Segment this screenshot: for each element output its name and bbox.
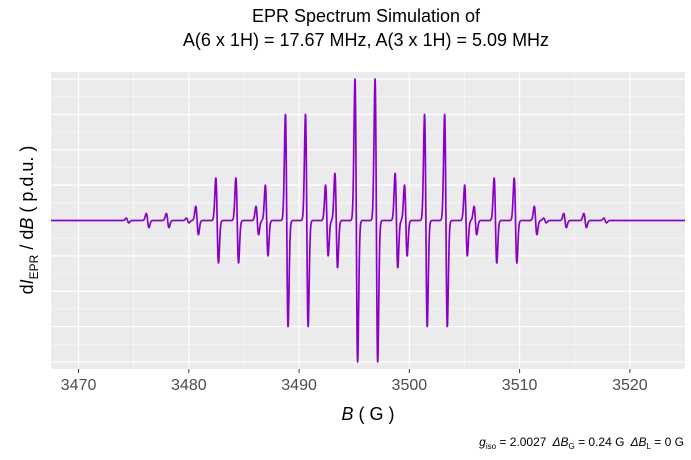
y-axis-title-unit: ( p.d.u. ): [17, 146, 37, 218]
x-tick-label: 3510: [502, 377, 538, 394]
chart-title-line1: EPR Spectrum Simulation of: [252, 6, 481, 26]
chart-title-line2: A(6 x 1H) = 17.67 MHz, A(3 x 1H) = 5.09 …: [183, 30, 549, 50]
x-axis-title-unit: ( G ): [354, 404, 395, 424]
spectrum-series: [50, 78, 686, 363]
x-axis-title-symbol: B: [341, 404, 353, 424]
y-axis-title-d: d: [17, 284, 37, 294]
x-tick-label: 3490: [281, 377, 317, 394]
caption-g-label: g: [479, 435, 486, 449]
x-tick-label: 3500: [392, 377, 428, 394]
y-axis-title-sub: EPR: [27, 254, 41, 279]
x-axis-ticks: 3470 3480 3490 3500 3510 3520: [61, 369, 648, 394]
x-tick-label: 3470: [61, 377, 97, 394]
y-axis-title-mid: / d: [17, 230, 37, 255]
caption-g-value: = 2.0027: [496, 435, 547, 449]
caption-g-sub: iso: [486, 442, 497, 451]
x-tick-label: 3480: [171, 377, 207, 394]
x-axis-title: B ( G ): [341, 404, 394, 424]
caption-dbg-label: ΔB: [551, 435, 568, 449]
y-axis-title-I: I: [17, 279, 37, 284]
caption-dbl-value: = 0 G: [651, 435, 684, 449]
parameter-caption: giso = 2.0027 ΔBG = 0.24 G ΔBL = 0 G: [479, 435, 684, 451]
caption-dbl-sub: L: [647, 442, 652, 451]
caption-dbg-sub: G: [569, 442, 575, 451]
caption-dbl-label: ΔB: [629, 435, 646, 449]
caption-dbg-value: = 0.24 G: [575, 435, 625, 449]
x-tick-label: 3520: [612, 377, 648, 394]
y-axis-title: dIEPR / dB ( p.d.u. ): [17, 146, 41, 295]
y-axis-title-B: B: [17, 218, 37, 230]
spectrum-line: [50, 78, 686, 363]
